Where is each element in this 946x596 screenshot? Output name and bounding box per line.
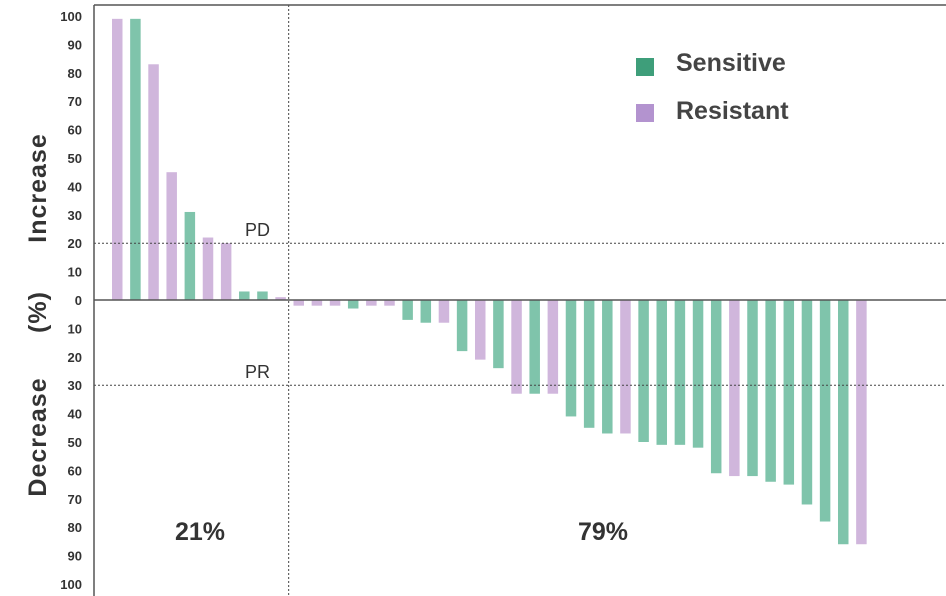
bar-resistant: [202, 237, 214, 300]
bar-sensitive: [765, 300, 776, 482]
annotation-right-percent: 79%: [578, 518, 628, 546]
legend-label-sensitive: Sensitive: [676, 49, 786, 77]
annotation-left-percent: 21%: [175, 518, 225, 546]
bar-sensitive: [838, 300, 849, 545]
y-tick-label: 100: [60, 9, 82, 24]
y-tick-label: 100: [60, 577, 82, 592]
bar-sensitive: [801, 300, 813, 505]
bar-resistant: [220, 243, 232, 300]
bar-sensitive: [420, 300, 432, 323]
legend-label-resistant: Resistant: [676, 97, 789, 125]
y-tick-label: 30: [68, 208, 82, 223]
bar-sensitive: [239, 291, 250, 300]
bar-sensitive: [347, 300, 359, 309]
bar-sensitive: [402, 300, 413, 320]
legend-swatch-resistant: [636, 104, 654, 122]
bar-resistant: [112, 18, 123, 301]
bar-sensitive: [747, 300, 758, 477]
bar-sensitive: [710, 300, 722, 474]
bar-resistant: [511, 300, 522, 394]
bar-resistant: [311, 300, 323, 306]
y-label-units: (%): [24, 291, 52, 333]
y-tick-label: 20: [68, 236, 82, 251]
bar-resistant: [856, 300, 867, 545]
bars-group: [112, 18, 867, 545]
bar-sensitive: [656, 300, 667, 445]
y-tick-label: 10: [68, 265, 82, 280]
bar-sensitive: [674, 300, 686, 445]
bar-resistant: [384, 300, 395, 306]
bar-sensitive: [819, 300, 831, 522]
bar-sensitive: [692, 300, 704, 448]
bar-sensitive: [493, 300, 504, 369]
bar-sensitive: [184, 211, 196, 300]
y-tick-labels: 1009080706050403020100102030405060708090…: [60, 9, 82, 592]
bar-sensitive: [257, 291, 268, 300]
bar-resistant: [329, 300, 341, 306]
y-tick-label: 90: [68, 549, 82, 564]
bar-sensitive: [638, 300, 649, 442]
y-tick-label: 70: [68, 94, 82, 109]
y-label-decrease: Decrease: [24, 377, 52, 496]
y-tick-label: 60: [68, 463, 82, 478]
bar-resistant: [366, 300, 377, 306]
pd-label: PD: [245, 220, 270, 240]
y-tick-label: 50: [68, 435, 82, 450]
pr-label: PR: [245, 362, 270, 382]
bar-resistant: [729, 300, 740, 477]
bar-resistant: [275, 297, 286, 300]
bar-resistant: [547, 300, 559, 394]
reference-lines: [94, 5, 946, 596]
bar-sensitive: [130, 18, 141, 301]
legend-swatch-sensitive: [636, 58, 654, 76]
y-tick-label: 20: [68, 350, 82, 365]
y-tick-label: 40: [68, 407, 82, 422]
y-tick-label: 10: [68, 321, 82, 336]
bar-sensitive: [783, 300, 795, 485]
y-label-increase: Increase: [24, 133, 52, 242]
bar-resistant: [166, 172, 177, 300]
bar-sensitive: [529, 300, 540, 394]
y-tick-label: 70: [68, 492, 82, 507]
y-tick-label: 60: [68, 123, 82, 138]
bar-resistant: [475, 300, 486, 360]
bar-sensitive: [602, 300, 613, 434]
y-tick-label: 80: [68, 66, 82, 81]
y-tick-label: 50: [68, 151, 82, 166]
bar-sensitive: [456, 300, 468, 352]
y-tick-label: 80: [68, 520, 82, 535]
bar-resistant: [438, 300, 450, 323]
y-tick-label: 0: [75, 293, 82, 308]
bar-sensitive: [583, 300, 595, 428]
bar-resistant: [620, 300, 631, 434]
legend: Sensitive Resistant: [636, 49, 789, 125]
bar-resistant: [148, 64, 159, 300]
bar-resistant: [293, 300, 304, 306]
y-tick-label: 40: [68, 179, 82, 194]
bar-sensitive: [565, 300, 577, 417]
y-tick-label: 90: [68, 37, 82, 52]
y-tick-label: 30: [68, 378, 82, 393]
